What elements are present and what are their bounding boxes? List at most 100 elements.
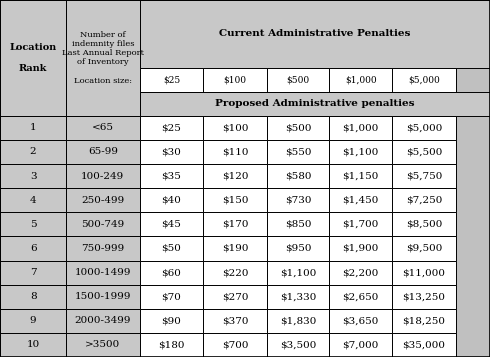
Text: $190: $190 bbox=[222, 244, 248, 253]
Text: $30: $30 bbox=[162, 147, 181, 156]
Text: $700: $700 bbox=[222, 341, 248, 350]
Bar bbox=[203, 67, 267, 92]
Text: $9,500: $9,500 bbox=[406, 244, 442, 253]
Bar bbox=[329, 116, 392, 140]
Bar bbox=[392, 333, 456, 357]
Bar bbox=[66, 212, 140, 236]
Bar bbox=[267, 333, 329, 357]
Bar bbox=[0, 188, 66, 212]
Bar bbox=[329, 164, 392, 188]
Text: $3,650: $3,650 bbox=[343, 316, 379, 325]
Bar bbox=[329, 261, 392, 285]
Bar bbox=[392, 140, 456, 164]
Bar bbox=[66, 333, 140, 357]
Text: $35,000: $35,000 bbox=[402, 341, 445, 350]
Text: $730: $730 bbox=[285, 196, 312, 205]
Bar bbox=[140, 116, 203, 140]
Text: 2000-3499: 2000-3499 bbox=[74, 316, 131, 325]
Text: 500-749: 500-749 bbox=[81, 220, 124, 229]
Bar bbox=[329, 67, 392, 92]
Text: $3,500: $3,500 bbox=[280, 341, 317, 350]
Text: $40: $40 bbox=[162, 196, 181, 205]
Text: $110: $110 bbox=[222, 147, 248, 156]
Text: 9: 9 bbox=[30, 316, 36, 325]
Bar bbox=[66, 309, 140, 333]
Text: $220: $220 bbox=[222, 268, 248, 277]
Text: $270: $270 bbox=[222, 292, 248, 301]
Bar bbox=[267, 261, 329, 285]
Text: $90: $90 bbox=[162, 316, 181, 325]
Text: $7,000: $7,000 bbox=[343, 341, 379, 350]
Bar bbox=[140, 0, 490, 67]
Text: $500: $500 bbox=[285, 124, 312, 132]
Text: $580: $580 bbox=[285, 172, 312, 181]
Text: Location

Rank: Location Rank bbox=[9, 43, 57, 73]
Text: $1,830: $1,830 bbox=[280, 316, 317, 325]
Text: $13,250: $13,250 bbox=[402, 292, 445, 301]
Text: 1: 1 bbox=[30, 124, 36, 132]
Text: $7,250: $7,250 bbox=[406, 196, 442, 205]
Bar bbox=[0, 333, 66, 357]
Bar bbox=[203, 285, 267, 309]
Bar bbox=[392, 236, 456, 261]
Text: $850: $850 bbox=[285, 220, 312, 229]
Text: $100: $100 bbox=[224, 75, 246, 84]
Text: $1,900: $1,900 bbox=[343, 244, 379, 253]
Text: $18,250: $18,250 bbox=[402, 316, 445, 325]
Bar bbox=[203, 116, 267, 140]
Text: $35: $35 bbox=[162, 172, 181, 181]
Text: $1,700: $1,700 bbox=[343, 220, 379, 229]
Bar bbox=[140, 333, 203, 357]
Text: $60: $60 bbox=[162, 268, 181, 277]
Text: $120: $120 bbox=[222, 172, 248, 181]
Bar bbox=[267, 188, 329, 212]
Text: 2: 2 bbox=[30, 147, 36, 156]
Bar bbox=[140, 140, 203, 164]
Text: $70: $70 bbox=[162, 292, 181, 301]
Bar bbox=[392, 164, 456, 188]
Bar bbox=[203, 333, 267, 357]
Text: 8: 8 bbox=[30, 292, 36, 301]
Text: 1500-1999: 1500-1999 bbox=[74, 292, 131, 301]
Text: 1000-1499: 1000-1499 bbox=[74, 268, 131, 277]
Bar bbox=[329, 140, 392, 164]
Bar bbox=[66, 116, 140, 140]
Bar bbox=[267, 67, 329, 92]
Text: $500: $500 bbox=[287, 75, 310, 84]
Text: $1,150: $1,150 bbox=[343, 172, 379, 181]
Bar bbox=[66, 164, 140, 188]
Bar bbox=[329, 212, 392, 236]
Bar bbox=[140, 212, 203, 236]
Bar bbox=[66, 285, 140, 309]
Bar bbox=[140, 164, 203, 188]
Text: <65: <65 bbox=[92, 124, 114, 132]
Bar bbox=[0, 140, 66, 164]
Bar bbox=[0, 212, 66, 236]
Text: $11,000: $11,000 bbox=[402, 268, 445, 277]
Bar bbox=[267, 236, 329, 261]
Bar bbox=[66, 236, 140, 261]
Text: 65-99: 65-99 bbox=[88, 147, 118, 156]
Bar bbox=[392, 212, 456, 236]
Text: >3500: >3500 bbox=[85, 341, 121, 350]
Text: $45: $45 bbox=[162, 220, 181, 229]
Bar bbox=[0, 116, 66, 140]
Bar bbox=[140, 67, 203, 92]
Text: Number of
indemnity files
Last Annual Report
of Inventory

Location size:: Number of indemnity files Last Annual Re… bbox=[62, 31, 144, 85]
Bar bbox=[392, 116, 456, 140]
Bar bbox=[66, 188, 140, 212]
Text: $370: $370 bbox=[222, 316, 248, 325]
Text: $2,200: $2,200 bbox=[343, 268, 379, 277]
Bar bbox=[140, 309, 203, 333]
Bar bbox=[267, 285, 329, 309]
Text: $5,750: $5,750 bbox=[406, 172, 442, 181]
Bar bbox=[0, 309, 66, 333]
Text: $180: $180 bbox=[158, 341, 185, 350]
Text: 750-999: 750-999 bbox=[81, 244, 124, 253]
Bar bbox=[140, 188, 203, 212]
Bar bbox=[203, 261, 267, 285]
Text: Proposed Administrative penalties: Proposed Administrative penalties bbox=[215, 99, 415, 108]
Bar bbox=[267, 140, 329, 164]
Bar bbox=[329, 333, 392, 357]
Bar bbox=[203, 236, 267, 261]
